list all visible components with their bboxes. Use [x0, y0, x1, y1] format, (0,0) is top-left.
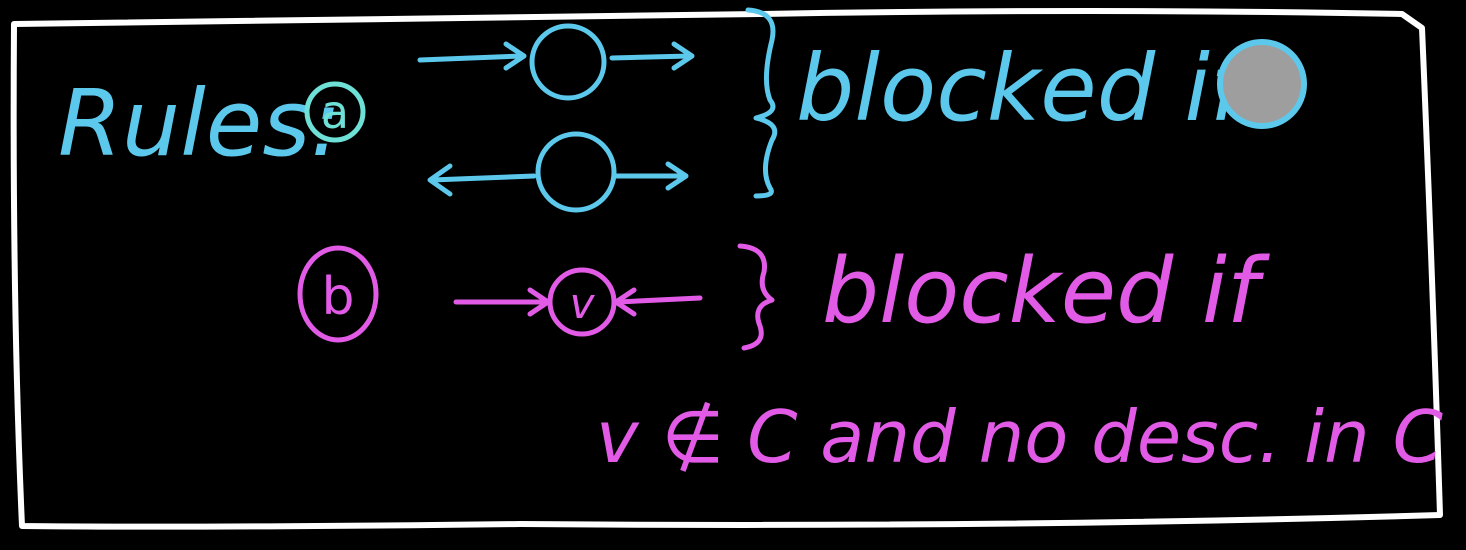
rule-b-brace: [737, 243, 775, 351]
rule-b-marker-letter: b: [321, 267, 354, 327]
rule-b-condition: blocked if: [822, 239, 1271, 344]
chain-arrows-icon: [417, 23, 695, 101]
rule-a-condition: blocked if: [796, 35, 1254, 142]
rules-heading: Rules:: [58, 70, 341, 177]
frame-border: [10, 8, 1443, 530]
collider-node-label: v: [570, 279, 596, 328]
rule-a-marker-letter: a: [321, 85, 349, 139]
rule-b-marker: b: [297, 245, 379, 343]
rule-b-condition-line2: v ∉ C and no desc. in C: [596, 395, 1444, 479]
fork-arrows-icon: [427, 131, 689, 213]
rule-a-marker: a: [304, 81, 366, 143]
collider-arrows-icon: v: [453, 267, 703, 337]
observed-node-icon: [1217, 39, 1307, 129]
rule-a-brace: [745, 7, 778, 199]
